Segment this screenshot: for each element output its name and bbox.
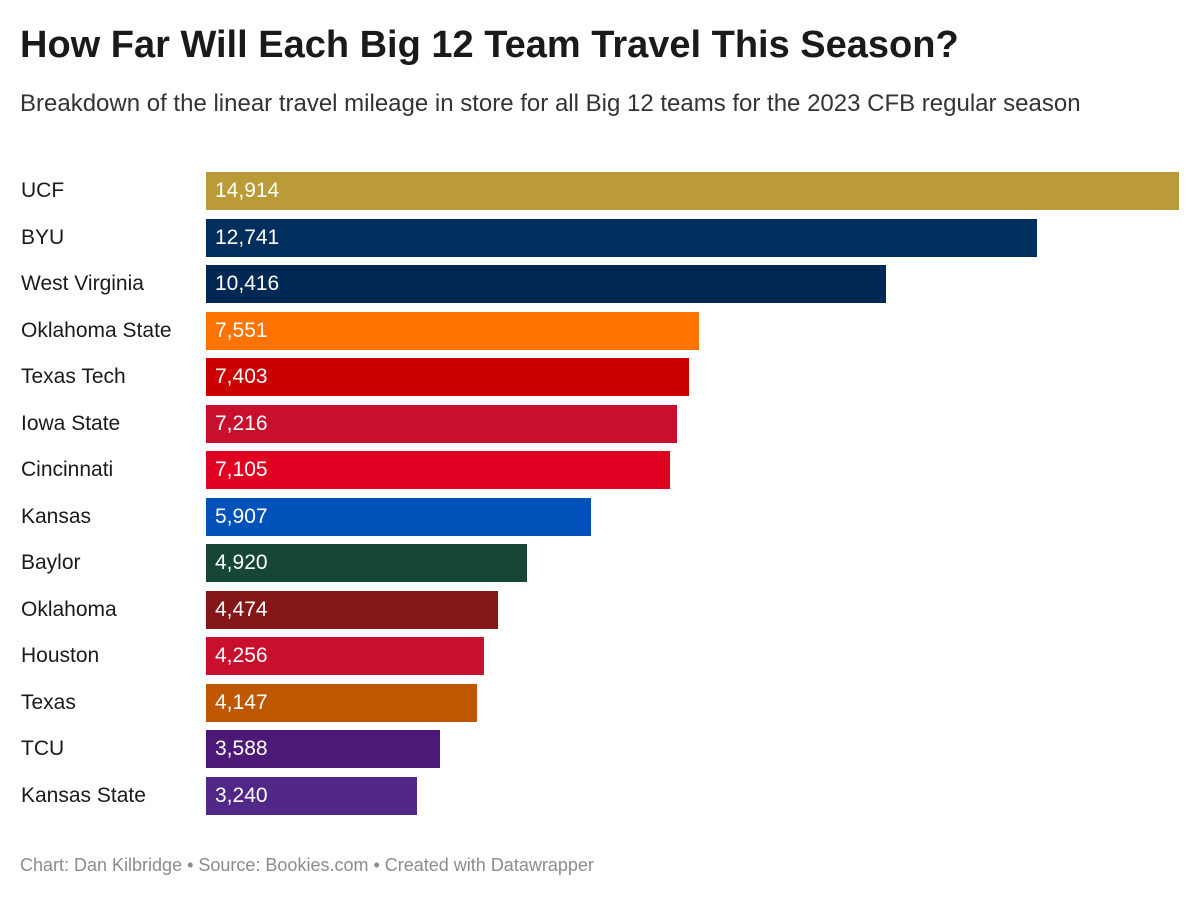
bar-value-label: 12,741 bbox=[215, 226, 280, 249]
bar-label: Iowa State bbox=[21, 412, 121, 435]
bar bbox=[206, 405, 677, 443]
chart-footer-credit: Chart: Dan Kilbridge • Source: Bookies.c… bbox=[20, 855, 594, 875]
bar-value-label: 5,907 bbox=[215, 505, 268, 528]
bar bbox=[206, 219, 1037, 257]
bar-value-label: 4,920 bbox=[215, 551, 268, 574]
bar bbox=[206, 312, 699, 350]
bar-label: BYU bbox=[21, 226, 65, 249]
bar-value-label: 14,914 bbox=[215, 179, 280, 202]
bar bbox=[206, 637, 484, 675]
bar-value-label: 7,105 bbox=[215, 458, 268, 481]
bar-value-label: 3,240 bbox=[215, 784, 268, 807]
bar bbox=[206, 684, 477, 722]
bar-value-label: 7,403 bbox=[215, 365, 268, 388]
bar bbox=[206, 498, 591, 536]
bar bbox=[206, 544, 527, 582]
bar-value-label: 4,256 bbox=[215, 644, 268, 667]
bar-label: Cincinnati bbox=[21, 458, 114, 481]
bar-label: TCU bbox=[21, 737, 65, 760]
bar-label: Oklahoma bbox=[21, 598, 117, 621]
bar-label: Kansas State bbox=[21, 784, 146, 807]
bar-label: Oklahoma State bbox=[21, 319, 172, 342]
bar-label: UCF bbox=[21, 179, 65, 202]
bar bbox=[206, 265, 886, 303]
bar bbox=[206, 358, 689, 396]
bar-value-label: 10,416 bbox=[215, 272, 280, 295]
bar bbox=[206, 777, 417, 815]
bar-label: Houston bbox=[21, 644, 100, 667]
bar-label: West Virginia bbox=[21, 272, 144, 295]
bar-label: Kansas bbox=[21, 505, 92, 528]
bar-value-label: 4,147 bbox=[215, 691, 268, 714]
bar-value-label: 4,474 bbox=[215, 598, 268, 621]
bar bbox=[206, 591, 498, 629]
bar-value-label: 7,551 bbox=[215, 319, 268, 342]
bar-label: Texas bbox=[21, 691, 76, 714]
bar bbox=[206, 730, 440, 768]
bar-value-label: 3,588 bbox=[215, 737, 268, 760]
bar bbox=[206, 172, 1179, 210]
bar-value-label: 7,216 bbox=[215, 412, 268, 435]
chart-subtitle: Breakdown of the linear travel mileage i… bbox=[20, 90, 1081, 117]
bar-label: Texas Tech bbox=[21, 365, 126, 388]
chart-title: How Far Will Each Big 12 Team Travel Thi… bbox=[20, 24, 959, 66]
bar-label: Baylor bbox=[21, 551, 81, 574]
bar bbox=[206, 451, 670, 489]
